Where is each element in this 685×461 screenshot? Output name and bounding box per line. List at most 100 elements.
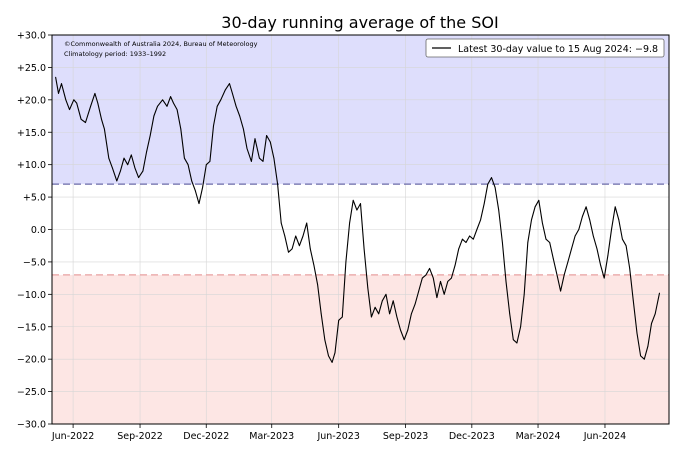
data-point-25	[149, 135, 151, 136]
y-tick-label-8: −10.0	[17, 290, 46, 301]
data-point-90	[389, 313, 390, 315]
data-point-146	[592, 235, 594, 237]
legend: Latest 30-day value to 15 Aug 2024: −9.8	[425, 38, 665, 58]
data-point-3	[65, 99, 67, 101]
data-point-95	[407, 329, 409, 331]
data-point-84	[367, 287, 369, 289]
y-tick-label-2: +20.0	[17, 95, 46, 106]
data-point-159	[640, 355, 641, 357]
data-point-132	[542, 222, 543, 224]
data-point-113	[472, 238, 474, 240]
data-point-74	[331, 362, 333, 363]
data-point-153	[618, 219, 620, 221]
data-point-100	[425, 274, 427, 276]
data-point-26	[153, 115, 155, 117]
data-point-129	[531, 219, 532, 221]
data-point-107	[451, 277, 452, 279]
data-point-105	[443, 293, 445, 295]
x-tick-label-1: Sep-2022	[117, 431, 163, 442]
data-point-162	[651, 323, 652, 324]
x-tick-label-7: Mar-2024	[516, 431, 561, 442]
data-point-87	[378, 313, 380, 315]
threshold-lines	[52, 183, 669, 276]
data-point-86	[374, 306, 376, 308]
copyright-text: ©Commonwealth of Australia 2024, Bureau …	[64, 40, 258, 48]
data-point-91	[392, 300, 394, 302]
data-point-33	[180, 128, 182, 130]
data-point-116	[483, 203, 485, 205]
data-point-145	[589, 219, 591, 221]
data-point-2	[61, 83, 62, 84]
data-point-53	[254, 138, 256, 140]
data-point-71	[320, 313, 322, 315]
data-point-124	[512, 339, 514, 341]
data-point-27	[157, 105, 158, 107]
data-point-69	[313, 264, 315, 266]
data-point-103	[436, 297, 438, 298]
data-point-47	[232, 93, 233, 94]
data-point-31	[173, 102, 174, 104]
data-point-83	[363, 248, 365, 250]
y-tick-label-1: +25.0	[17, 63, 46, 74]
data-point-157	[632, 300, 634, 302]
data-point-30	[170, 96, 172, 97]
data-point-156	[629, 268, 631, 269]
data-point-155	[625, 245, 627, 247]
y-tick-label-4: +10.0	[17, 160, 46, 171]
data-point-121	[502, 242, 503, 243]
data-point-44	[220, 99, 222, 101]
data-point-135	[552, 258, 554, 260]
data-point-22	[138, 177, 140, 179]
data-point-131	[538, 199, 540, 201]
data-point-1	[58, 93, 59, 94]
data-point-117	[487, 183, 489, 185]
data-point-35	[187, 164, 189, 166]
y-tick-label-11: −25.0	[17, 387, 46, 398]
data-point-158	[636, 332, 638, 334]
data-point-92	[396, 316, 398, 318]
data-point-32	[176, 109, 178, 110]
data-point-60	[280, 222, 282, 224]
data-point-112	[469, 235, 470, 237]
data-point-161	[647, 345, 649, 347]
data-point-137	[560, 290, 561, 292]
data-point-11	[97, 102, 99, 104]
data-point-37	[194, 190, 196, 192]
data-point-55	[262, 161, 264, 162]
data-point-21	[134, 167, 136, 169]
y-tick-label-0: +30.0	[17, 31, 46, 42]
data-point-20	[130, 154, 132, 156]
data-point-97	[414, 303, 416, 305]
data-point-111	[465, 242, 467, 243]
data-point-39	[202, 187, 204, 188]
data-point-150	[607, 255, 609, 256]
data-point-80	[352, 199, 354, 201]
data-point-76	[338, 319, 340, 321]
x-tick-label-5: Sep-2023	[383, 431, 429, 442]
data-point-89	[385, 293, 387, 295]
data-point-65	[299, 245, 300, 247]
data-point-98	[418, 290, 420, 292]
data-point-28	[162, 99, 164, 101]
data-point-134	[549, 242, 551, 243]
data-point-78	[345, 261, 347, 263]
data-point-77	[341, 316, 343, 318]
data-point-23	[142, 170, 144, 172]
data-point-54	[259, 157, 260, 159]
data-point-154	[622, 238, 623, 240]
data-point-48	[235, 105, 237, 107]
data-point-99	[421, 277, 423, 279]
data-point-151	[611, 229, 612, 230]
data-point-163	[654, 313, 656, 315]
data-point-0	[55, 76, 56, 78]
data-point-68	[309, 248, 311, 250]
data-point-42	[213, 125, 214, 127]
data-point-59	[277, 183, 278, 185]
data-point-10	[94, 93, 96, 94]
y-tick-label-10: −20.0	[17, 355, 46, 366]
data-point-73	[328, 355, 329, 357]
data-point-17	[120, 170, 121, 172]
data-point-41	[209, 161, 211, 162]
